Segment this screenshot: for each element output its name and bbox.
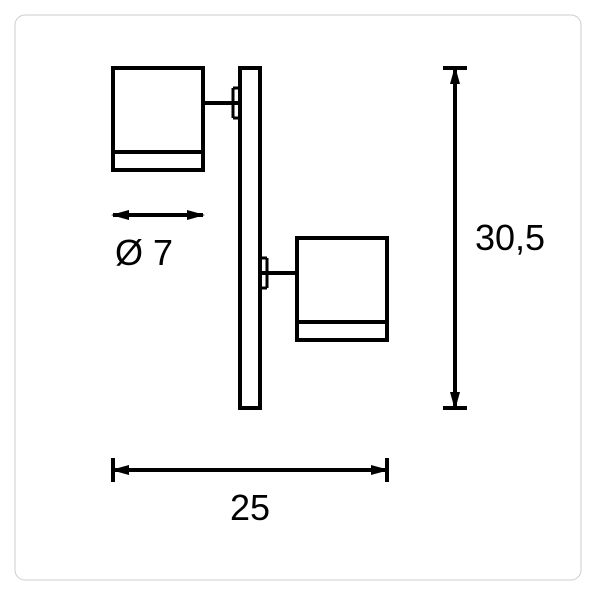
height-label: 30,5 [475,217,545,258]
dimension-drawing: Ø 7 30,5 25 [0,0,596,595]
top-spot-body [113,68,203,152]
diameter-label: Ø 7 [115,232,173,273]
bottom-spot-body [297,238,387,322]
central-bar [240,68,260,408]
top-spot-band [113,152,203,170]
width-label: 25 [230,487,270,528]
bottom-spot-band [297,322,387,340]
